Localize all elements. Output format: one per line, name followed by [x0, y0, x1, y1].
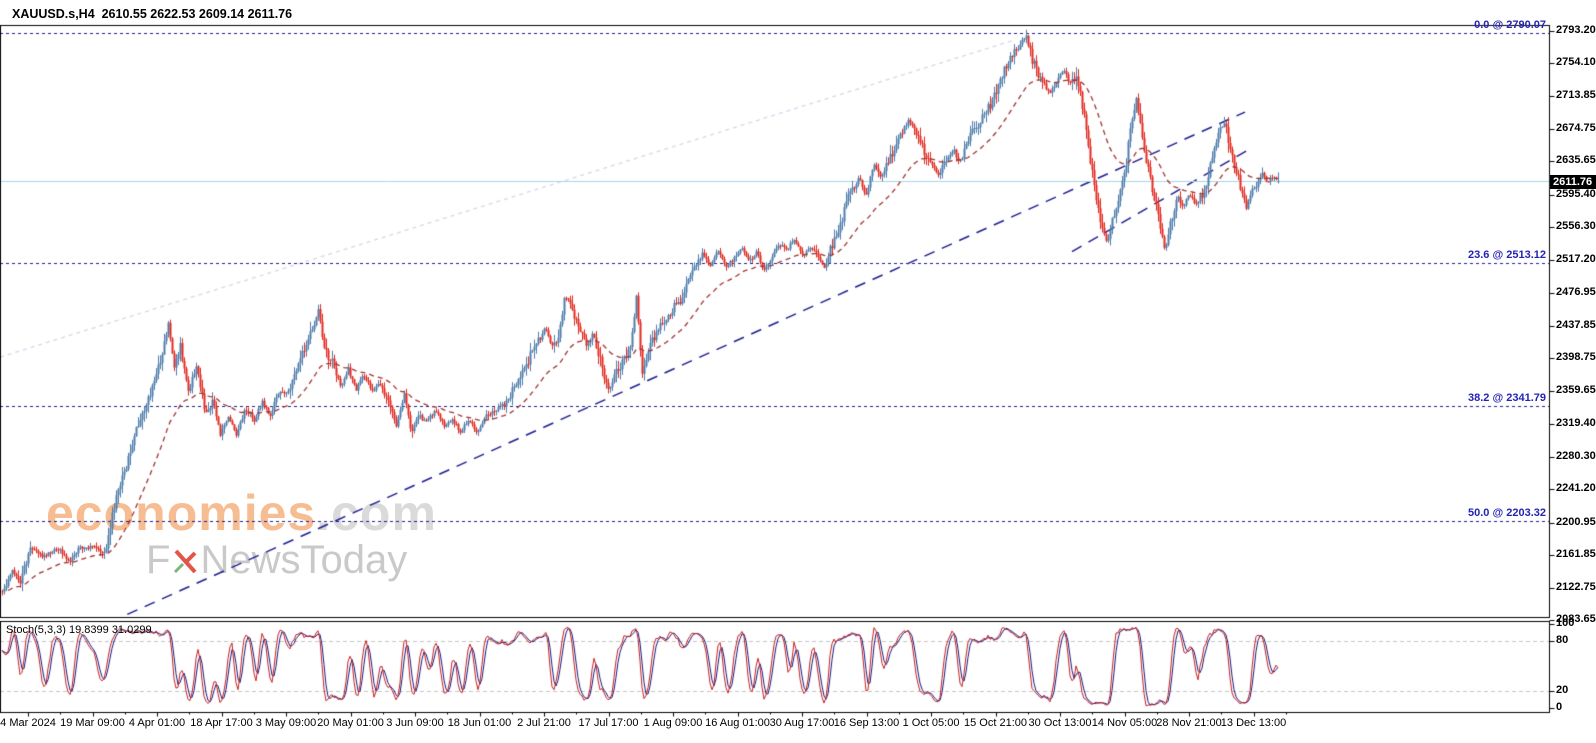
date-tick-label: 16 Aug 01:00 [705, 717, 770, 729]
fib-level-label: 0.0 @ 2790.07 [1474, 19, 1546, 32]
date-tick-label: 14 Nov 05:00 [1091, 717, 1158, 729]
stoch-level-label: 20 [1556, 684, 1569, 697]
date-tick-label: 3 Jun 09:00 [386, 717, 444, 729]
price-tick-label: 2713.85 [1556, 89, 1596, 102]
price-tick-label: 2556.30 [1556, 220, 1596, 233]
price-tick-label: 2476.95 [1556, 286, 1596, 299]
date-tick-label: 16 Sep 13:00 [833, 717, 900, 729]
chart-title: XAUUSD.s,H4 2610.55 2622.53 2609.14 2611… [12, 7, 293, 21]
time-axis[interactable]: 4 Mar 2024 19 Mar 09:00 4 Apr 01:00 18 Apr … [0, 713, 1550, 743]
date-tick-label: 3 May 09:00 [255, 717, 317, 729]
stochastic-signal-value: 31.0299 [111, 624, 152, 636]
price-axis[interactable]: 2793.20 2754.10 2713.85 2674.75 2635.65 2595.… [1550, 23, 1596, 625]
date-tick-label: 28 Nov 21:00 [1156, 717, 1222, 729]
date-tick-label: 15 Oct 21:00 [964, 717, 1027, 729]
date-tick-label: 1 Aug 09:00 [643, 717, 703, 729]
price-tick-label: 2083.65 [1556, 612, 1596, 625]
stoch-level-label: 80 [1556, 633, 1569, 646]
fib-level-label: 50.0 @ 2203.32 [1467, 506, 1546, 519]
price-tick-label: 2674.75 [1556, 121, 1596, 134]
stoch-level-label: 0 [1556, 701, 1563, 713]
stochastic-name: Stoch(5,3,3) [6, 624, 66, 636]
date-tick-label: 30 Oct 13:00 [1028, 717, 1092, 729]
stoch-level-label: 100 [1556, 617, 1575, 629]
date-tick-label: 4 Apr 01:00 [128, 717, 186, 729]
price-tick-label: 2517.20 [1556, 252, 1596, 265]
current-price-badge: 2611.76 [1550, 175, 1596, 189]
price-tick-label: 2793.20 [1556, 23, 1596, 36]
price-tick-label: 2319.40 [1556, 417, 1596, 430]
price-tick-label: 2754.10 [1556, 55, 1596, 68]
fib-level-label: 38.2 @ 2341.79 [1467, 391, 1546, 404]
date-tick-label: 19 Mar 09:00 [60, 717, 125, 729]
price-tick-label: 2595.40 [1556, 187, 1596, 200]
price-tick-label: 2122.75 [1556, 580, 1596, 593]
price-tick-label: 2161.85 [1556, 548, 1596, 561]
stochastic-indicator-label: Stoch(5,3,3) 19.8399 31.0299 [6, 624, 152, 636]
date-tick-label: 18 Apr 17:00 [190, 717, 253, 729]
date-tick-label: 1 Oct 05:00 [902, 717, 960, 729]
price-tick-label: 2437.85 [1556, 318, 1596, 331]
date-tick-label: 17 Jul 17:00 [578, 717, 639, 729]
date-tick-label: 4 Mar 2024 [0, 717, 56, 729]
stochastic-main-value: 19.8399 [68, 624, 109, 636]
price-tick-label: 2280.30 [1556, 449, 1596, 462]
date-tick-label: 20 May 01:00 [317, 717, 384, 729]
date-tick-label: 2 Jul 21:00 [517, 717, 571, 729]
fib-level-label: 23.6 @ 2513.12 [1467, 249, 1546, 262]
date-tick-label: 13 Dec 13:00 [1220, 717, 1287, 729]
date-tick-label: 30 Aug 17:00 [769, 717, 835, 729]
price-tick-label: 2241.20 [1556, 482, 1596, 495]
price-tick-label: 2635.65 [1556, 154, 1596, 167]
price-tick-label: 2398.75 [1556, 351, 1596, 364]
date-tick-label: 18 Jun 01:00 [447, 717, 512, 729]
price-tick-label: 2200.95 [1556, 515, 1596, 528]
price-tick-label: 2359.65 [1556, 383, 1596, 396]
